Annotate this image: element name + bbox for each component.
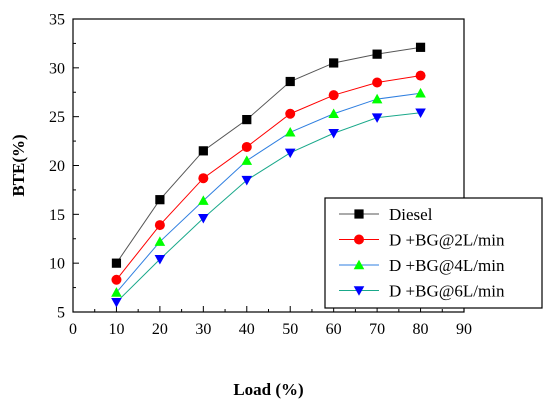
series-2-point bbox=[328, 108, 339, 118]
y-tick-label: 35 bbox=[49, 12, 65, 29]
x-tick-label: 40 bbox=[239, 321, 255, 338]
series-line-3 bbox=[116, 112, 421, 303]
series-3-point bbox=[111, 298, 122, 308]
series-3-point bbox=[198, 214, 209, 224]
series-3-point bbox=[154, 255, 166, 265]
series-1-point bbox=[241, 141, 252, 152]
legend-marker-1 bbox=[354, 234, 364, 245]
series-0-point bbox=[372, 49, 382, 59]
series-3-point bbox=[241, 175, 253, 186]
legend-label-3: D +BG@6L/min bbox=[389, 282, 505, 301]
series-1-point bbox=[372, 77, 383, 88]
legend-marker-2 bbox=[353, 259, 365, 270]
y-tick-label: 10 bbox=[49, 256, 65, 273]
y-tick-label: 25 bbox=[49, 109, 65, 126]
series-0-point bbox=[285, 76, 295, 87]
series-2-point bbox=[241, 155, 253, 165]
series-2-point bbox=[371, 93, 383, 104]
y-tick-label: 15 bbox=[49, 207, 65, 224]
series-2-point bbox=[111, 287, 122, 297]
x-tick-label: 20 bbox=[152, 321, 168, 338]
x-tick-label: 90 bbox=[456, 321, 472, 338]
series-3-point bbox=[415, 108, 426, 119]
x-axis-title: Load (%) bbox=[233, 380, 303, 399]
x-tick-label: 0 bbox=[69, 321, 77, 338]
series-2-point bbox=[198, 195, 209, 205]
series-0-point bbox=[415, 42, 426, 52]
y-tick-label: 30 bbox=[49, 60, 65, 77]
y-tick-label: 20 bbox=[49, 158, 65, 175]
series-0-point bbox=[198, 146, 208, 156]
series-3-point bbox=[284, 148, 296, 159]
y-tick-label: 5 bbox=[57, 305, 65, 322]
series-2-point bbox=[415, 87, 426, 98]
series-2-point bbox=[284, 127, 296, 137]
x-tick-label: 30 bbox=[195, 321, 211, 338]
x-tick-label: 70 bbox=[369, 321, 385, 338]
legend-marker-3 bbox=[353, 286, 365, 296]
series-1-point bbox=[111, 274, 122, 285]
series-1-point bbox=[328, 90, 339, 101]
series-1-point bbox=[285, 108, 296, 119]
series-line-0 bbox=[116, 46, 421, 264]
series-3-point bbox=[328, 129, 339, 139]
series-0-point bbox=[329, 58, 339, 68]
legend-label-0: Diesel bbox=[389, 205, 433, 224]
legend-marker-0 bbox=[354, 209, 364, 219]
legend-label-1: D +BG@2L/min bbox=[389, 231, 505, 250]
y-axis-title: BTE(%) bbox=[9, 134, 28, 196]
legend-label-2: D +BG@4L/min bbox=[389, 256, 505, 275]
series-1-point bbox=[154, 220, 165, 231]
series-2-point bbox=[154, 236, 166, 246]
x-tick-label: 80 bbox=[413, 321, 429, 338]
x-tick-label: 10 bbox=[108, 321, 124, 338]
series-0-point bbox=[242, 114, 252, 125]
series-1-point bbox=[415, 70, 426, 81]
x-tick-label: 50 bbox=[282, 321, 298, 338]
series-0-point bbox=[111, 258, 122, 268]
series-line-1 bbox=[116, 75, 421, 281]
x-tick-label: 60 bbox=[326, 321, 342, 338]
series-0-point bbox=[155, 195, 165, 205]
series-1-point bbox=[198, 173, 209, 184]
series-line-2 bbox=[116, 92, 421, 293]
series-3-point bbox=[371, 113, 383, 123]
